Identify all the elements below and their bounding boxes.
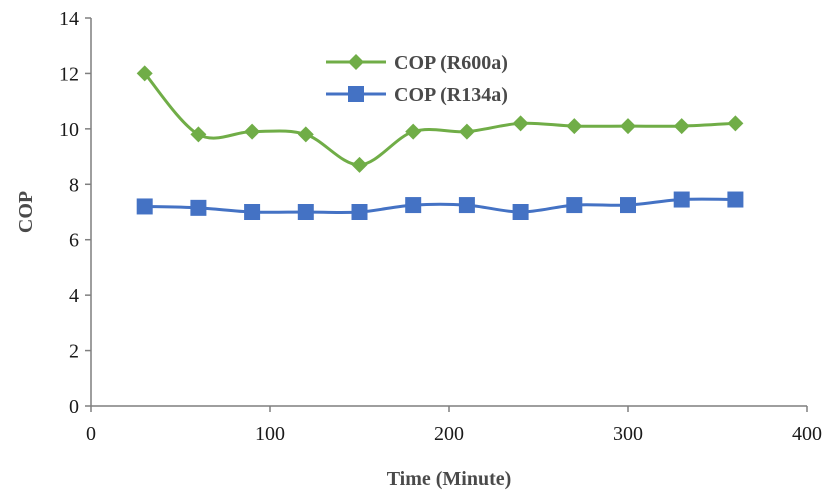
diamond-marker: [727, 115, 744, 132]
series-layer: [136, 65, 744, 220]
y-tick-label: 6: [69, 230, 79, 252]
legend: COP (R600a) COP (R134a): [326, 52, 508, 106]
square-marker: [190, 199, 207, 216]
y-tick-label: 10: [59, 119, 79, 141]
legend-marker: [348, 54, 364, 70]
square-marker: [351, 204, 368, 220]
square-marker: [136, 198, 153, 215]
y-tick-label: 0: [69, 396, 79, 418]
square-marker: [458, 197, 475, 214]
y-tick-label: 2: [69, 341, 79, 363]
y-tick-label: 8: [69, 174, 79, 196]
diamond-marker: [244, 123, 261, 140]
x-tick-label: 200: [434, 423, 464, 445]
y-tick-label: 12: [59, 63, 79, 85]
diamond-marker: [190, 126, 207, 143]
x-tick-label: 0: [86, 423, 96, 445]
x-tick-label: 400: [792, 423, 822, 445]
ticks: 0 2 4 6 8 10 12 14 0 100 200 300 400: [59, 8, 822, 445]
square-marker: [244, 204, 261, 220]
diamond-marker: [405, 123, 422, 140]
diamond-marker: [351, 156, 368, 173]
y-tick-label: 4: [69, 285, 79, 307]
square-marker: [673, 191, 690, 208]
legend-label: COP (R134a): [394, 84, 508, 106]
series-2: [136, 191, 744, 220]
diamond-marker: [566, 118, 583, 135]
square-marker: [297, 204, 314, 220]
square-marker: [405, 197, 422, 214]
legend-entry: COP (R600a): [326, 52, 508, 74]
square-marker: [566, 197, 583, 214]
square-marker: [727, 191, 744, 208]
legend-label: COP (R600a): [394, 52, 508, 74]
x-axis-title: Time (Minute): [387, 468, 512, 490]
diamond-marker: [458, 123, 475, 140]
series-line: [144, 197, 736, 215]
y-tick-label: 14: [59, 8, 79, 30]
diamond-marker: [512, 115, 529, 132]
legend-marker: [348, 86, 364, 102]
series-1: [136, 65, 744, 173]
legend-entry: COP (R134a): [326, 84, 508, 106]
square-marker: [620, 197, 636, 214]
diamond-marker: [620, 118, 636, 135]
x-tick-label: 300: [613, 423, 643, 445]
square-marker: [512, 204, 529, 220]
diamond-marker: [297, 126, 314, 143]
y-axis-title: COP: [15, 191, 37, 233]
x-tick-label: 100: [255, 423, 285, 445]
diamond-marker: [673, 118, 690, 135]
diamond-marker: [136, 65, 153, 82]
